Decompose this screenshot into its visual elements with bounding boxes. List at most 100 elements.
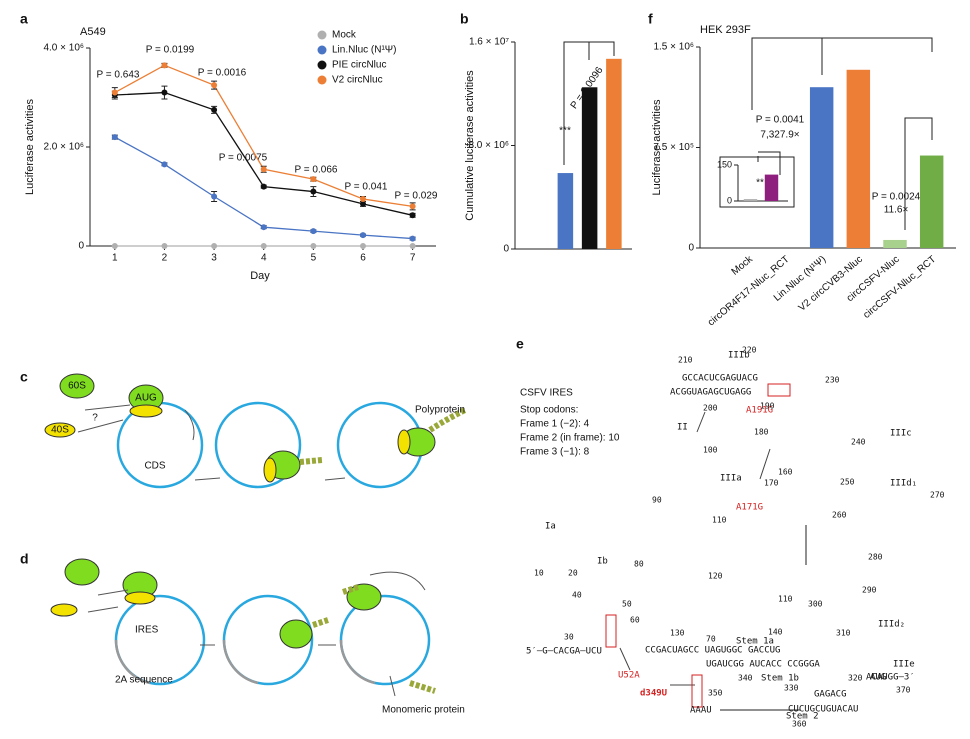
y-axis-label: Luciferase activities bbox=[24, 99, 36, 195]
legend-marker bbox=[317, 30, 327, 40]
ires bbox=[339, 639, 376, 685]
rna-label: GAGACG bbox=[814, 690, 847, 700]
rna-label: 370 bbox=[896, 686, 911, 695]
x-tick-label: 6 bbox=[360, 253, 366, 264]
ribosome-60s bbox=[59, 373, 95, 399]
annotation: *** bbox=[559, 126, 571, 137]
data-point bbox=[211, 82, 218, 89]
y-tick-label: 0 bbox=[503, 244, 509, 255]
label: 60S bbox=[68, 381, 86, 392]
ires bbox=[114, 639, 151, 685]
ribosome bbox=[50, 603, 78, 617]
rna-label: CUCUGCUGUACAU bbox=[788, 705, 858, 715]
x-tick-label: 4 bbox=[261, 253, 267, 264]
rna-label: 110 bbox=[778, 595, 793, 604]
rna-label: Frame 1 (−2): 4 bbox=[520, 419, 590, 430]
rna-label: 90 bbox=[652, 496, 662, 505]
panel-letter: c bbox=[20, 369, 28, 385]
stem-line bbox=[720, 525, 807, 711]
rna-label: 360 bbox=[792, 720, 807, 729]
rna-label: 5′–G–CACGA–UCU bbox=[526, 647, 602, 657]
legend-marker bbox=[317, 60, 327, 70]
diagram-e bbox=[605, 383, 807, 711]
data-point bbox=[260, 224, 267, 231]
x-tick-label: Mock bbox=[730, 253, 756, 277]
panel-letter: f bbox=[648, 11, 653, 27]
x-tick-label: 1 bbox=[112, 253, 118, 264]
y-tick-label: 1.5 × 10⁶ bbox=[653, 42, 694, 53]
data-point bbox=[161, 62, 168, 69]
data-point bbox=[359, 195, 366, 202]
annotation: P = 0.0041 bbox=[756, 115, 805, 126]
rna-label: Stem 2 bbox=[786, 712, 819, 722]
peptide bbox=[299, 407, 467, 465]
y-tick-label: 4.0 × 10⁶ bbox=[43, 43, 84, 54]
arrow bbox=[77, 404, 346, 481]
legend-label: V2 circNluc bbox=[332, 75, 383, 86]
rna-label: IIIc bbox=[890, 429, 912, 439]
data-point bbox=[111, 243, 118, 249]
x-axis-label: Day bbox=[250, 270, 270, 282]
data-point bbox=[111, 134, 118, 141]
rna-label: 50 bbox=[622, 600, 632, 609]
data-point bbox=[260, 243, 267, 249]
legend-label: PIE circNluc bbox=[332, 60, 386, 71]
mutation-box bbox=[605, 614, 617, 648]
annotation: P = 0.0016 bbox=[198, 68, 247, 79]
ribosome bbox=[263, 457, 277, 483]
x-tick-label: 5 bbox=[311, 253, 317, 264]
rna-label: 310 bbox=[836, 629, 851, 638]
data-point bbox=[161, 89, 168, 96]
data-point bbox=[310, 228, 317, 235]
rna-label: II bbox=[677, 423, 688, 433]
annotation: ** bbox=[756, 178, 764, 189]
bar bbox=[809, 87, 834, 248]
label: AUG bbox=[135, 393, 157, 404]
annotation: 11.6× bbox=[884, 205, 909, 216]
ribosome bbox=[124, 591, 156, 605]
data-point bbox=[161, 161, 168, 168]
y-tick-label: 0 bbox=[78, 241, 84, 252]
ribosome bbox=[397, 429, 411, 455]
rna-label: 20 bbox=[568, 569, 578, 578]
y-axis-label: Luciferase activities bbox=[651, 99, 663, 195]
data-point bbox=[359, 243, 366, 249]
annotation: P = 0.029 bbox=[395, 191, 438, 202]
y-axis-label: Cumulative luciferase activities bbox=[464, 70, 476, 221]
rna-label: Stop codons: bbox=[520, 405, 578, 416]
arrow bbox=[87, 571, 426, 697]
panel-letter: d bbox=[20, 551, 29, 567]
x-tick-label: circCSFV-Nluc_RCT bbox=[861, 254, 938, 321]
rna-label: 350 bbox=[708, 689, 723, 698]
annotation: P = 0.0024 bbox=[872, 192, 921, 203]
rna-label: Ia bbox=[545, 522, 556, 532]
rna-label: IIIe bbox=[893, 660, 915, 670]
bar bbox=[606, 58, 622, 249]
legend-label: Lin.Nluc (N¹Ψ) bbox=[332, 45, 396, 56]
x-tick-label: V2 circCVB3-Nluc bbox=[797, 254, 865, 314]
rna-label: Stem 1a bbox=[736, 637, 774, 647]
rna-label: Frame 2 (in frame): 10 bbox=[520, 433, 620, 444]
ribosome bbox=[279, 619, 313, 649]
rna-label: 290 bbox=[862, 586, 877, 595]
chart-title: A549 bbox=[80, 26, 106, 38]
bar bbox=[846, 69, 871, 248]
annotation: P = 0.066 bbox=[295, 165, 338, 176]
data-point bbox=[409, 212, 416, 219]
x-tick-label: 3 bbox=[211, 253, 217, 264]
rna-label: 230 bbox=[825, 376, 840, 385]
data-point bbox=[409, 203, 416, 210]
data-point bbox=[260, 183, 267, 190]
rna-label: 60 bbox=[630, 616, 640, 625]
mutation-box bbox=[767, 383, 791, 397]
rna-label: AUG bbox=[870, 673, 886, 683]
legend-marker bbox=[317, 75, 327, 85]
data-point bbox=[211, 193, 218, 200]
x-tick-label: 7 bbox=[410, 253, 416, 264]
rna-label: 130 bbox=[670, 629, 685, 638]
annotation: P = 0.0199 bbox=[146, 45, 195, 56]
label: Polyprotein bbox=[415, 405, 465, 416]
rna-label: U52A bbox=[618, 671, 640, 681]
bracket bbox=[563, 41, 615, 165]
